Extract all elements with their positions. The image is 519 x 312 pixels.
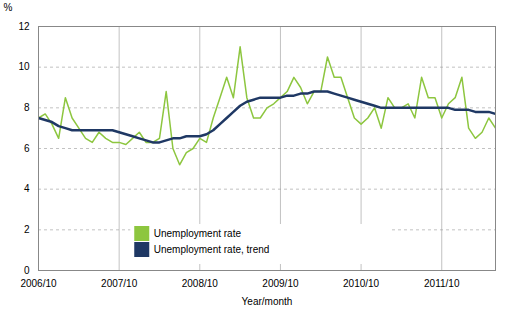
html-text:Unemployment rate, trend: Unemployment rate, trend — [153, 244, 270, 256]
svg-text:2011/10: 2011/10 — [424, 278, 460, 289]
svg-text:2008/10: 2008/10 — [182, 278, 219, 289]
svg-text:12: 12 — [18, 21, 30, 32]
svg-text:4: 4 — [24, 183, 30, 194]
svg-text:2: 2 — [24, 224, 30, 235]
svg-text:0: 0 — [24, 265, 30, 276]
svg-text:10: 10 — [18, 61, 30, 72]
svg-text:8: 8 — [24, 102, 30, 113]
svg-text:Year/month: Year/month — [242, 296, 293, 307]
svg-text:%: % — [4, 2, 13, 13]
svg-text:2007/10: 2007/10 — [101, 278, 138, 289]
html-text:Unemployment rate: Unemployment rate — [153, 227, 241, 239]
svg-text:2009/10: 2009/10 — [262, 278, 299, 289]
svg-text:2006/10: 2006/10 — [20, 278, 57, 289]
svg-text:2010/10: 2010/10 — [343, 278, 380, 289]
svg-text:6: 6 — [24, 143, 30, 154]
